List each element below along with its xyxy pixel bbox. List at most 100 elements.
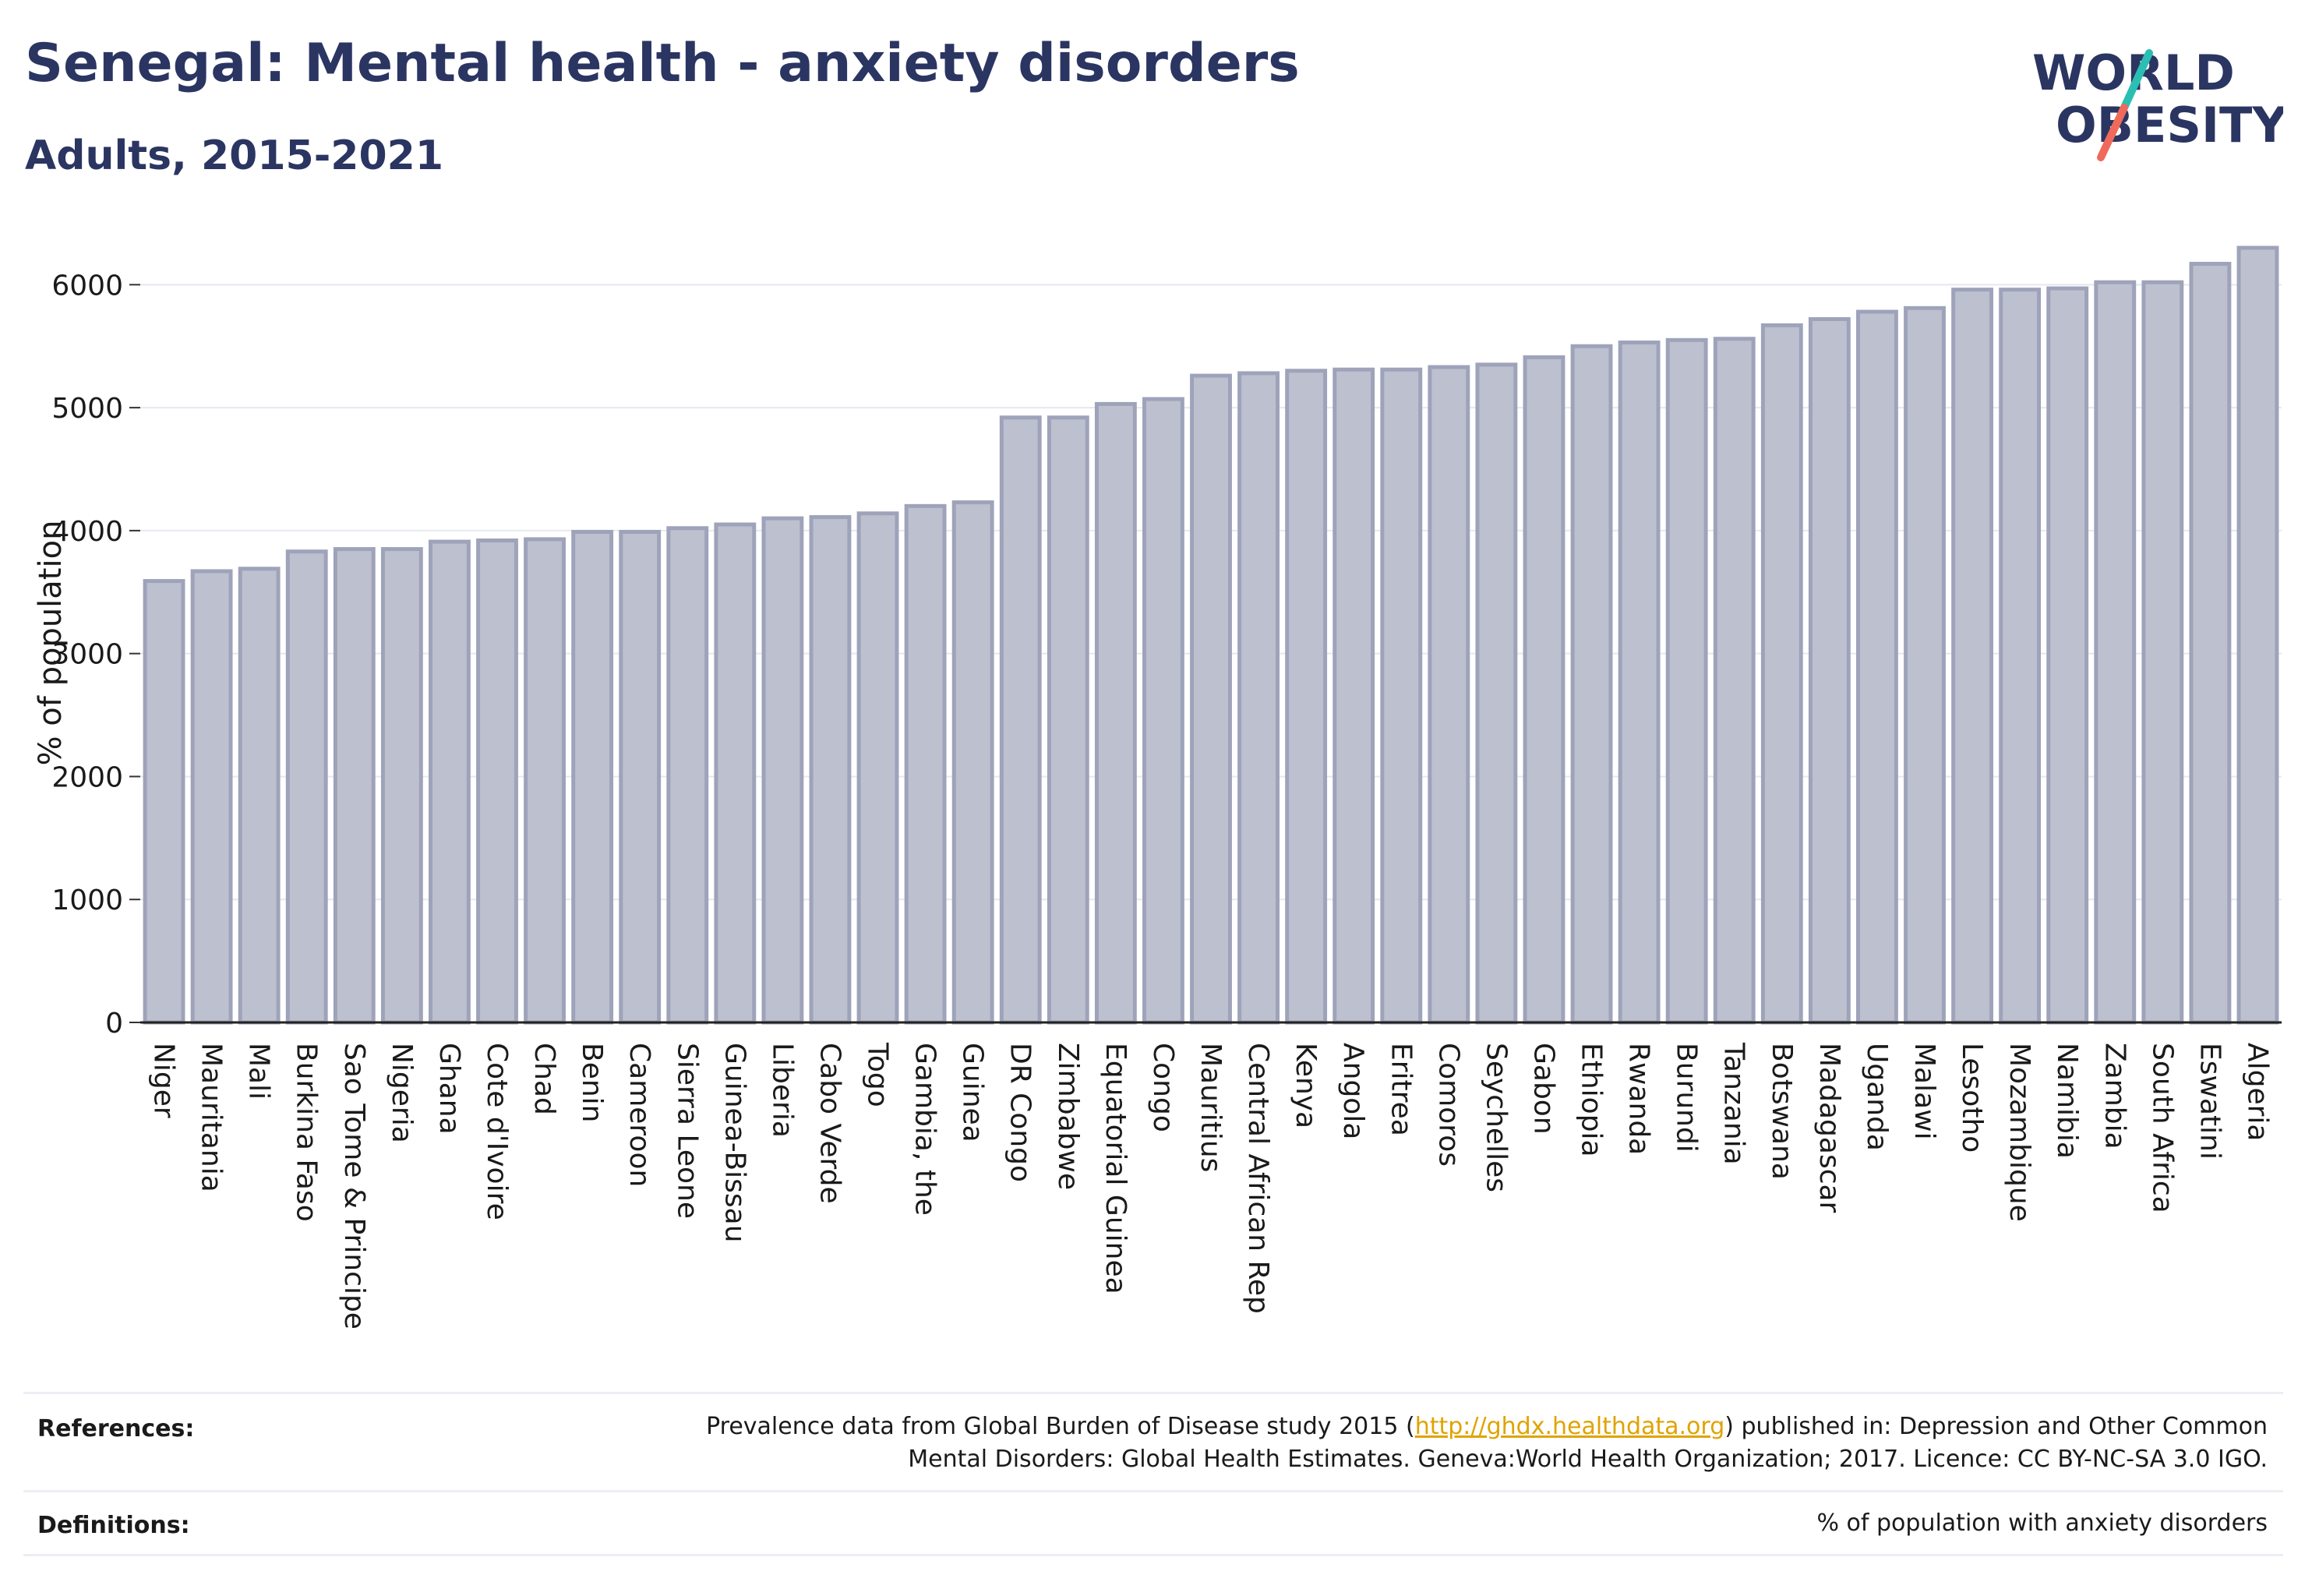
bar xyxy=(809,515,852,1025)
bar xyxy=(571,529,614,1025)
x-tick-label: South Africa xyxy=(2146,1043,2178,1213)
bar xyxy=(524,537,566,1025)
bar xyxy=(1618,340,1661,1025)
x-tick-label: Seychelles xyxy=(1480,1043,1512,1192)
y-tick-label: 3000 xyxy=(51,639,123,671)
bar xyxy=(429,539,471,1025)
bar xyxy=(2236,245,2279,1025)
x-tick-label: Angola xyxy=(1337,1043,1369,1139)
bar xyxy=(1760,323,1803,1025)
y-tick-label: 2000 xyxy=(51,761,123,793)
bar xyxy=(2046,286,2089,1025)
bar xyxy=(1713,337,1756,1025)
x-tick-label: Benin xyxy=(576,1043,608,1122)
bar-chart: 0 1000 2000 3000 4000 5000 6000 % of population… xyxy=(33,245,2282,1329)
bar xyxy=(1808,317,1851,1025)
bar xyxy=(143,579,185,1025)
references-link[interactable]: http://ghdx.healthdata.org xyxy=(1414,1413,1725,1440)
bar xyxy=(1380,367,1423,1025)
x-tick-label: Niger xyxy=(148,1043,180,1118)
bar xyxy=(999,415,1042,1025)
bar xyxy=(1333,367,1375,1025)
x-tick-label: Congo xyxy=(1147,1043,1179,1132)
bar xyxy=(904,503,947,1025)
x-tick-label: Ethiopia xyxy=(1576,1043,1608,1157)
x-tick-label: Comoros xyxy=(1432,1043,1464,1167)
bar xyxy=(1904,305,1946,1025)
references-label: References: xyxy=(37,1415,195,1442)
x-tick-label: Malawi xyxy=(1908,1043,1940,1140)
x-tick-label: Botswana xyxy=(1766,1043,1798,1180)
world-obesity-logo: WORLD OBESITY xyxy=(2032,44,2283,161)
x-tick-label: Tanzania xyxy=(1718,1042,1750,1165)
bar xyxy=(761,516,804,1025)
x-tick-label: Zambia xyxy=(2099,1043,2130,1149)
x-tick-label: Ghana xyxy=(433,1043,465,1135)
x-tick-label: Togo xyxy=(862,1042,894,1107)
x-tick-label: Lesotho xyxy=(1956,1043,1988,1153)
references-post: ) published in: Depression and Other Com… xyxy=(1724,1413,2268,1440)
x-tick-label: Central African Rep xyxy=(1242,1043,1274,1314)
y-tick-label: 0 xyxy=(105,1008,123,1040)
chart-title: Senegal: Mental health - anxiety disorde… xyxy=(25,33,1300,94)
x-tick-label: Gambia, the xyxy=(909,1043,941,1216)
logo-word-obesity: OBESITY xyxy=(2056,97,2283,154)
definitions-label: Definitions: xyxy=(37,1512,190,1539)
bar xyxy=(1094,401,1137,1025)
bar xyxy=(2094,280,2137,1025)
bar xyxy=(1999,288,2042,1025)
bar xyxy=(1047,415,1089,1025)
x-tick-label: Sao Tome & Principe xyxy=(338,1043,370,1329)
x-tick-label: DR Congo xyxy=(1004,1043,1036,1182)
y-tick-label: 4000 xyxy=(51,516,123,548)
definitions-text: % of population with anxiety disorders xyxy=(1816,1509,2268,1537)
chart-subtitle: Adults, 2015-2021 xyxy=(25,132,444,179)
y-axis-label: % of population xyxy=(33,521,69,766)
bar xyxy=(1523,355,1565,1025)
y-tick-label: 6000 xyxy=(51,270,123,302)
x-tick-label: Kenya xyxy=(1290,1043,1322,1128)
x-tick-label: Chad xyxy=(528,1043,560,1115)
references-text: Prevalence data from Global Burden of Di… xyxy=(706,1411,2268,1476)
x-tick-label: Sierra Leone xyxy=(671,1043,703,1219)
y-tick-label: 1000 xyxy=(51,885,123,916)
x-tick-label: Mauritania xyxy=(196,1043,228,1192)
references-pre: Prevalence data from Global Burden of Di… xyxy=(706,1413,1415,1440)
x-tick-label: Madagascar xyxy=(1813,1043,1845,1213)
bar xyxy=(1237,371,1280,1025)
bar xyxy=(476,538,518,1025)
x-tick-label: Rwanda xyxy=(1623,1043,1655,1155)
bar xyxy=(714,522,757,1025)
bar xyxy=(951,500,994,1025)
x-tick-label: Guinea xyxy=(957,1043,989,1142)
x-tick-label: Gabon xyxy=(1527,1043,1559,1135)
x-tick-label: Mozambique xyxy=(2003,1043,2035,1222)
x-tick-label: Cote d'Ivoire xyxy=(481,1043,513,1220)
bar xyxy=(666,526,709,1025)
x-tick-label: Mauritius xyxy=(1195,1043,1227,1172)
bar xyxy=(1951,288,1993,1025)
bar xyxy=(1190,373,1232,1025)
logo-slash-teal xyxy=(2120,49,2153,111)
bar xyxy=(2141,280,2184,1025)
bar xyxy=(238,567,281,1025)
bar xyxy=(285,549,328,1025)
bar xyxy=(1856,309,1898,1025)
bar xyxy=(1475,362,1518,1025)
x-tick-label: Mali xyxy=(243,1043,275,1100)
x-tick-label: Burundi xyxy=(1671,1043,1703,1153)
y-tick-label: 5000 xyxy=(51,393,123,425)
bar xyxy=(856,511,899,1025)
x-tick-label: Burkina Faso xyxy=(291,1043,323,1222)
footer-divider-top xyxy=(23,1392,2283,1394)
bar xyxy=(619,529,662,1025)
x-tick-label: Equatorial Guinea xyxy=(1100,1043,1131,1294)
footer-divider-bottom xyxy=(23,1554,2283,1556)
x-tick-label: Algeria xyxy=(2241,1043,2273,1142)
references-line2: Mental Disorders: Global Health Estimate… xyxy=(908,1446,2268,1473)
bar xyxy=(380,547,423,1025)
x-tick-label: Eritrea xyxy=(1385,1043,1417,1136)
x-tick-label: Zimbabwe xyxy=(1052,1043,1084,1190)
x-tick-label: Eswatini xyxy=(2194,1043,2226,1160)
x-tick-label: Liberia xyxy=(766,1043,798,1138)
